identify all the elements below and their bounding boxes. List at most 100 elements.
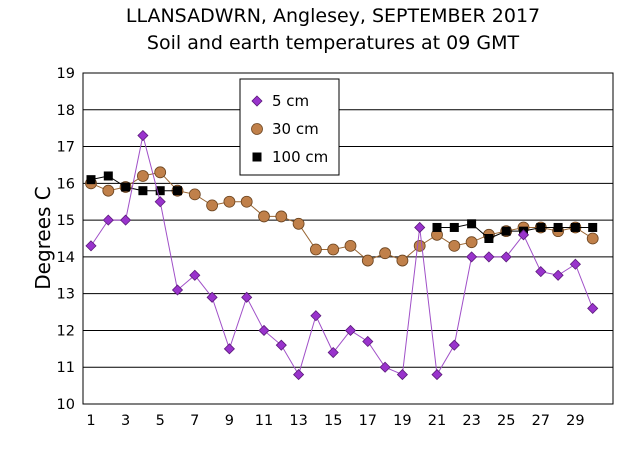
x-tick-label: 13 (289, 413, 307, 429)
data-point (223, 195, 236, 208)
data-point (136, 170, 149, 182)
y-tick-label: 17 (57, 140, 75, 156)
data-point (467, 219, 477, 229)
series-layer (85, 129, 599, 381)
data-point (414, 221, 426, 234)
series-5-cm (85, 129, 599, 381)
x-tick-label: 7 (190, 413, 199, 429)
data-point (241, 291, 253, 303)
data-point (552, 269, 564, 281)
data-point (344, 239, 357, 252)
data-point (223, 343, 235, 355)
data-point (154, 196, 166, 208)
x-tick-label: 21 (428, 413, 446, 429)
data-point (535, 266, 547, 278)
data-point (121, 182, 131, 192)
data-point (173, 186, 182, 196)
data-point (501, 226, 511, 236)
data-point (448, 239, 461, 252)
data-point (344, 324, 357, 337)
legend-marker (252, 152, 262, 162)
data-point (361, 254, 374, 267)
data-point (310, 310, 322, 322)
data-point (327, 346, 339, 359)
y-axis-ticks: 10 11 12 13 14 15 16 17 18 19 (57, 66, 75, 413)
data-point (258, 324, 270, 337)
y-axis-label: Degrees C (31, 186, 55, 290)
legend-marker (251, 123, 263, 135)
data-point (484, 234, 494, 243)
data-point (588, 222, 598, 232)
data-point (206, 199, 219, 212)
data-point (536, 222, 546, 232)
data-point (587, 302, 599, 314)
y-tick-label: 18 (57, 103, 75, 119)
x-tick-label: 27 (532, 413, 550, 429)
data-point (292, 217, 305, 230)
data-point (432, 222, 442, 232)
chart-subtitle: Soil and earth temperatures at 09 GMT (147, 32, 520, 54)
series-100-cm (86, 171, 598, 243)
data-point (517, 229, 530, 241)
y-tick-label: 11 (57, 360, 75, 376)
data-point (138, 186, 148, 196)
data-point (500, 251, 512, 263)
data-point (240, 195, 253, 208)
x-tick-label: 29 (566, 413, 584, 429)
x-tick-label: 23 (462, 413, 480, 429)
x-tick-label: 5 (156, 413, 165, 429)
y-tick-label: 12 (57, 323, 75, 339)
data-point (102, 214, 114, 226)
data-point (396, 254, 409, 267)
data-point (362, 335, 374, 348)
data-point (396, 369, 408, 381)
data-point (120, 214, 132, 226)
data-point (103, 171, 113, 181)
data-point (309, 243, 322, 256)
series-line (437, 223, 593, 240)
data-point (189, 269, 201, 281)
legend-marker (251, 95, 263, 107)
data-point (188, 188, 201, 201)
x-tick-label: 9 (225, 413, 234, 429)
data-point (379, 361, 391, 373)
y-tick-label: 14 (57, 250, 75, 266)
data-point (379, 247, 392, 260)
data-point (431, 369, 443, 381)
y-tick-label: 15 (57, 213, 75, 229)
data-point (569, 258, 581, 270)
data-point (448, 339, 460, 351)
data-point (86, 175, 96, 185)
data-point (275, 210, 288, 223)
x-tick-label: 17 (359, 413, 377, 429)
legend-label: 100 cm (272, 148, 328, 166)
series-line (90, 135, 594, 377)
data-point (586, 232, 599, 245)
data-point (137, 129, 149, 142)
plot-area (82, 72, 614, 405)
data-point (483, 251, 495, 263)
y-tick-label: 16 (57, 176, 75, 192)
data-point (154, 166, 167, 179)
y-tick-label: 19 (57, 66, 75, 82)
x-axis-ticks: 1 3 5 7 9 11 13 15 17 19 21 23 25 27 29 (86, 413, 584, 429)
x-tick-label: 19 (393, 413, 411, 429)
data-point (327, 243, 340, 256)
x-tick-label: 25 (497, 413, 515, 429)
data-point (466, 251, 478, 263)
y-tick-label: 10 (57, 397, 75, 413)
x-tick-label: 1 (86, 413, 95, 429)
data-point (85, 240, 97, 252)
legend-label: 5 cm (272, 92, 309, 110)
legend: 5 cm 30 cm 100 cm (239, 78, 340, 176)
y-tick-label: 13 (57, 287, 75, 303)
x-tick-label: 11 (255, 413, 273, 429)
data-point (206, 291, 218, 303)
data-point (171, 284, 184, 296)
x-tick-label: 15 (324, 413, 342, 429)
data-point (258, 210, 270, 223)
data-point (449, 222, 459, 232)
chart-title: LLANSADWRN, Anglesey, SEPTEMBER 2017 (126, 5, 540, 27)
data-point (553, 222, 563, 232)
